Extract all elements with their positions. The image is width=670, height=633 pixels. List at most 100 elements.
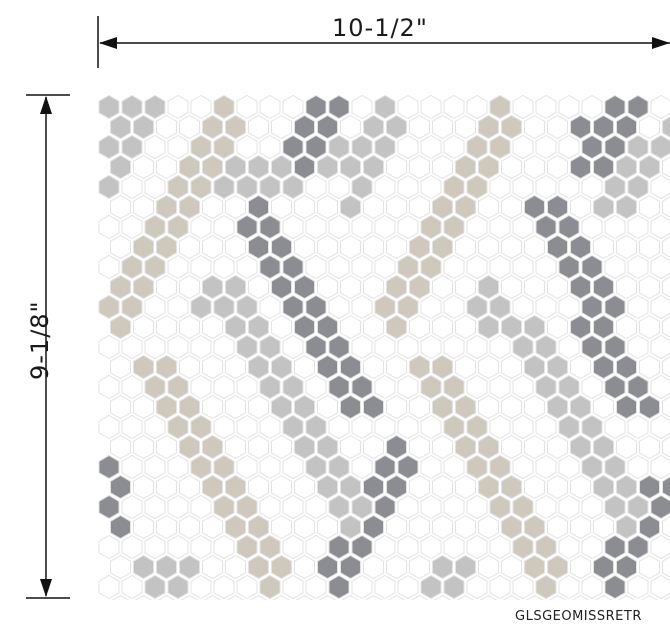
- hex-tile: [650, 214, 670, 240]
- hex-tile: [236, 574, 258, 600]
- hex-tile: [363, 274, 384, 300]
- hex-tile: [98, 494, 120, 520]
- hex-tile: [317, 114, 338, 140]
- hex-tile: [225, 474, 246, 500]
- hex-tile: [604, 294, 626, 320]
- hex-tile: [627, 454, 649, 480]
- hex-tile: [236, 254, 258, 280]
- hex-tile: [202, 474, 223, 500]
- hex-tile: [121, 334, 143, 360]
- hex-tile: [512, 534, 534, 560]
- hex-tile: [156, 114, 177, 140]
- hex-tile: [466, 454, 488, 480]
- hex-tile: [294, 554, 315, 580]
- hex-tile: [512, 414, 534, 440]
- hex-tile: [202, 554, 223, 580]
- hex-tile: [604, 534, 626, 560]
- hex-tile: [639, 394, 660, 420]
- hex-tile: [547, 234, 568, 260]
- hex-tile: [547, 274, 568, 300]
- hex-tile: [455, 234, 476, 260]
- hex-tile: [248, 354, 269, 380]
- hex-tile: [627, 174, 649, 200]
- hex-tile: [432, 394, 453, 420]
- hex-tile: [489, 574, 511, 600]
- hex-tile: [133, 114, 154, 140]
- hex-tile: [386, 554, 407, 580]
- hex-tile: [547, 434, 568, 460]
- hex-tile: [478, 434, 499, 460]
- hex-tile: [432, 234, 453, 260]
- hex-tile: [305, 534, 327, 560]
- hex-tile: [110, 114, 131, 140]
- hex-tile: [604, 374, 626, 400]
- hex-tile: [202, 194, 223, 220]
- hex-tile: [121, 254, 143, 280]
- hex-tile: [489, 294, 511, 320]
- hex-tile: [650, 134, 670, 160]
- hex-tile: [179, 114, 200, 140]
- hex-tile: [236, 134, 258, 160]
- hex-tile: [570, 274, 591, 300]
- hex-tile: [363, 554, 384, 580]
- hex-tile: [397, 454, 419, 480]
- hex-tile: [363, 114, 384, 140]
- hex-tile: [374, 414, 396, 440]
- hex-tile: [581, 254, 603, 280]
- hex-tile: [282, 414, 304, 440]
- hex-tile: [121, 174, 143, 200]
- hex-tile: [133, 554, 154, 580]
- hex-tile: [662, 276, 670, 298]
- hex-tile: [662, 196, 670, 218]
- hex-tile: [432, 274, 453, 300]
- hex-tile: [190, 574, 212, 600]
- hex-tile: [650, 294, 670, 320]
- hex-tile: [581, 214, 603, 240]
- hex-tile: [271, 474, 292, 500]
- hex-tile: [512, 334, 534, 360]
- hex-tile: [489, 134, 511, 160]
- hex-tile: [662, 356, 670, 378]
- hex-tile: [340, 114, 361, 140]
- hex-tile: [121, 95, 143, 120]
- hex-tile: [133, 474, 154, 500]
- hex-tile: [386, 514, 407, 540]
- hex-tile: [489, 334, 511, 360]
- hex-tile: [443, 294, 465, 320]
- hex-tile: [351, 134, 373, 160]
- hex-tile: [455, 194, 476, 220]
- hex-tile: [558, 214, 580, 240]
- hex-tile: [617, 594, 636, 600]
- hex-tile: [616, 194, 637, 220]
- hex-tile: [190, 414, 212, 440]
- hex-tile: [397, 294, 419, 320]
- hex-tile: [179, 314, 200, 340]
- hex-tile: [420, 334, 442, 360]
- hex-tile: [662, 516, 670, 538]
- hex-tile: [627, 374, 649, 400]
- hex-tile: [581, 574, 603, 600]
- hex-tile: [535, 374, 557, 400]
- hex-tile: [133, 194, 154, 220]
- hex-tile: [489, 174, 511, 200]
- hex-tile: [604, 414, 626, 440]
- hex-tile: [409, 114, 430, 140]
- hex-tile: [616, 514, 637, 540]
- hex-tile: [650, 414, 670, 440]
- hex-tile: [156, 274, 177, 300]
- hex-tile: [190, 174, 212, 200]
- hex-tile: [98, 294, 120, 320]
- hex-tile: [639, 234, 660, 260]
- hex-tile: [466, 174, 488, 200]
- hex-tile: [271, 234, 292, 260]
- hex-tile: [305, 174, 327, 200]
- hex-tile: [121, 214, 143, 240]
- hex-tile: [662, 236, 670, 258]
- hex-tile: [466, 574, 488, 600]
- hex-tile: [179, 354, 200, 380]
- hex-tile: [328, 414, 350, 440]
- hex-tile: [236, 494, 258, 520]
- hex-tile: [639, 354, 660, 380]
- hex-tile: [512, 494, 534, 520]
- hex-tile: [317, 234, 338, 260]
